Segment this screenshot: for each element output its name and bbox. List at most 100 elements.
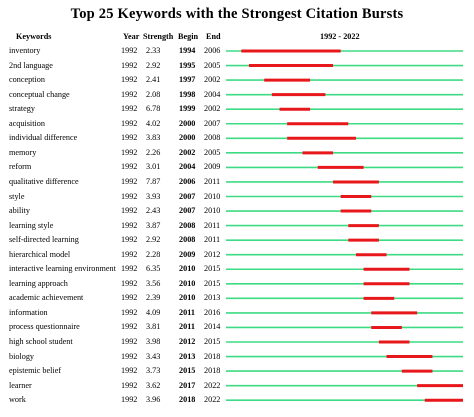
begin-value: 2010 — [179, 278, 196, 288]
begin-value: 2018 — [179, 395, 196, 405]
year-value: 1992 — [121, 206, 138, 216]
begin-value: 2007 — [179, 191, 196, 201]
year-value: 1992 — [121, 235, 138, 245]
strength-value: 2.41 — [146, 75, 161, 85]
year-value: 1992 — [121, 366, 138, 376]
end-value: 2018 — [204, 351, 221, 361]
strength-value: 2.92 — [146, 60, 161, 70]
keyword-label: strategy — [9, 104, 35, 114]
begin-value: 2015 — [179, 366, 196, 376]
year-value: 1992 — [121, 75, 138, 85]
keyword-label: self-directed learning — [9, 235, 79, 245]
strength-value: 3.43 — [146, 351, 161, 361]
begin-value: 1998 — [179, 89, 196, 99]
begin-value: 2012 — [179, 337, 196, 346]
keyword-label: individual difference — [9, 133, 78, 143]
begin-value: 1995 — [179, 60, 196, 70]
strength-value: 2.08 — [146, 89, 161, 99]
end-value: 2011 — [204, 220, 221, 230]
year-value: 1992 — [121, 220, 138, 230]
begin-value: 2000 — [179, 133, 196, 143]
year-value: 1992 — [121, 162, 138, 172]
header-year: Year — [123, 32, 140, 41]
end-value: 2005 — [204, 147, 221, 157]
strength-value: 2.33 — [146, 46, 161, 55]
header-timeline-range: 1992 - 2022 — [320, 32, 360, 41]
keyword-label: conceptual change — [9, 89, 70, 99]
end-value: 2010 — [204, 191, 221, 201]
strength-value: 7.87 — [146, 176, 161, 186]
year-value: 1992 — [121, 147, 138, 157]
begin-value: 2006 — [179, 176, 196, 186]
strength-value: 3.96 — [146, 395, 161, 405]
strength-value: 2.39 — [146, 293, 161, 303]
year-value: 1992 — [121, 395, 138, 405]
year-value: 1992 — [121, 118, 138, 128]
end-value: 2004 — [204, 89, 221, 99]
begin-value: 2010 — [179, 264, 196, 274]
year-value: 1992 — [121, 191, 138, 201]
year-value: 1992 — [121, 307, 138, 317]
year-value: 1992 — [121, 133, 138, 143]
keyword-label: work — [9, 395, 26, 405]
year-value: 1992 — [121, 89, 138, 99]
year-value: 1992 — [121, 60, 138, 70]
strength-value: 2.26 — [146, 147, 161, 157]
end-value: 2005 — [204, 60, 221, 70]
strength-value: 3.83 — [146, 133, 161, 143]
end-value: 2012 — [204, 249, 221, 259]
end-value: 2011 — [204, 235, 221, 245]
year-value: 1992 — [121, 249, 138, 259]
end-value: 2022 — [204, 380, 221, 390]
year-value: 1992 — [121, 380, 138, 390]
strength-value: 2.28 — [146, 249, 161, 259]
keyword-label: information — [9, 307, 48, 317]
begin-value: 2000 — [179, 118, 196, 128]
strength-value: 2.92 — [146, 235, 161, 245]
begin-value: 2013 — [179, 351, 196, 361]
year-value: 1992 — [121, 46, 138, 55]
begin-value: 2008 — [179, 235, 196, 245]
year-value: 1992 — [121, 322, 138, 332]
keyword-label: acquisition — [9, 118, 45, 128]
begin-value: 2004 — [179, 162, 196, 172]
end-value: 2002 — [204, 104, 221, 114]
keyword-label: ability — [9, 206, 30, 216]
keyword-label: epistemic belief — [9, 366, 62, 376]
end-value: 2015 — [204, 264, 221, 274]
keyword-label: style — [9, 191, 25, 201]
year-value: 1992 — [121, 176, 138, 186]
year-value: 1992 — [121, 337, 138, 346]
strength-value: 3.73 — [146, 366, 161, 376]
year-value: 1992 — [121, 293, 138, 303]
end-value: 2016 — [204, 307, 221, 317]
header-keywords: Keywords — [16, 32, 52, 41]
keyword-label: learning approach — [9, 278, 68, 288]
end-value: 2015 — [204, 278, 221, 288]
end-value: 2009 — [204, 162, 221, 172]
strength-value: 3.98 — [146, 337, 161, 346]
keyword-label: reform — [9, 162, 32, 172]
chart-title: Top 25 Keywords with the Strongest Citat… — [70, 6, 404, 22]
end-value: 2006 — [204, 46, 221, 55]
keyword-label: learning style — [9, 220, 54, 230]
strength-value: 6.35 — [146, 264, 161, 274]
strength-value: 3.62 — [146, 380, 161, 390]
end-value: 2018 — [204, 366, 221, 376]
begin-value: 2008 — [179, 220, 196, 230]
strength-value: 3.56 — [146, 278, 161, 288]
keyword-label: biology — [9, 351, 35, 361]
begin-value: 2009 — [179, 249, 196, 259]
end-value: 2014 — [204, 322, 221, 332]
year-value: 1992 — [121, 264, 138, 274]
begin-value: 1999 — [179, 104, 196, 114]
strength-value: 6.78 — [146, 104, 161, 114]
end-value: 2007 — [204, 118, 221, 128]
header-end: End — [206, 32, 221, 41]
end-value: 2010 — [204, 206, 221, 216]
keyword-label: conception — [9, 75, 45, 85]
keyword-label: inventory — [9, 46, 41, 55]
keyword-label: high school student — [9, 337, 73, 346]
